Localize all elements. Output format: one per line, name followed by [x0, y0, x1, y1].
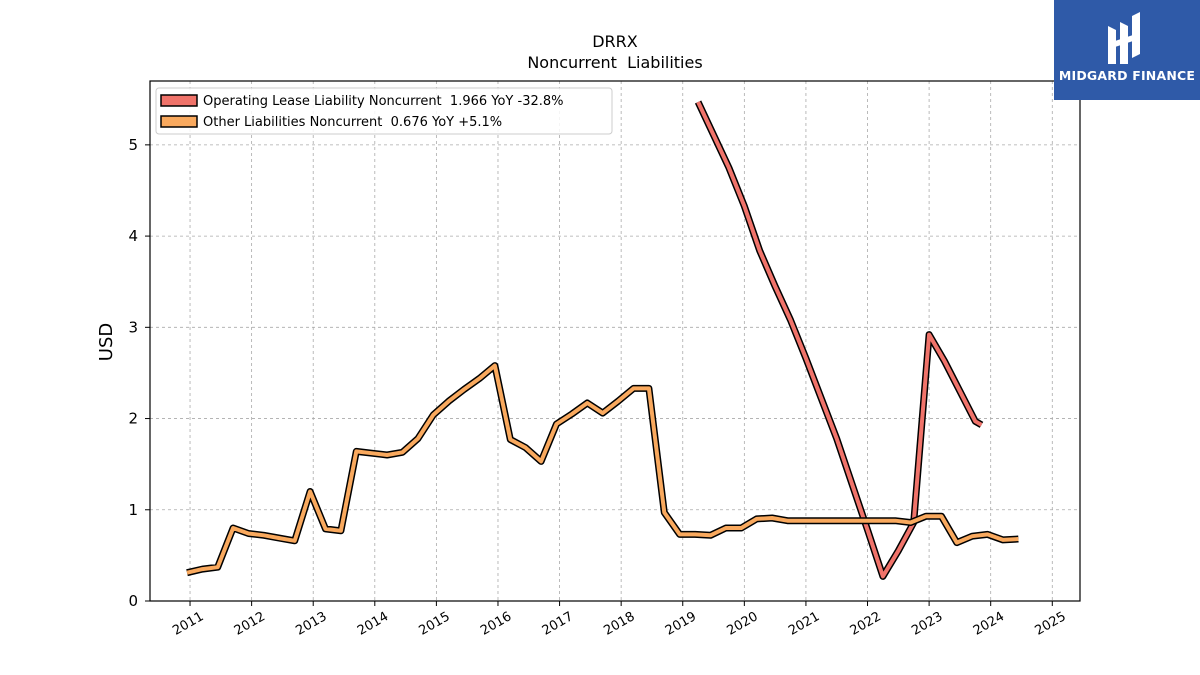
series-line-outline: [694, 100, 984, 580]
x-axis: 2011 2012 2013 2014 2015 2016 2017 2018 2019 2020…: [170, 601, 1069, 639]
plot-frame: [149, 80, 1081, 602]
legend-entry: Operating Lease Liability Noncurrent 1.9…: [203, 94, 564, 109]
x-tick-label: 2022: [848, 609, 884, 639]
legend-swatch: [160, 115, 198, 128]
legend-box: [155, 87, 613, 135]
x-tick-label: 2012: [232, 609, 268, 639]
x-tick-label: 2019: [663, 609, 699, 639]
y-axis-label: USD: [96, 323, 117, 361]
y-tick-label: 2: [128, 410, 138, 428]
grid-lines: [150, 81, 1080, 602]
x-tick-label: 2021: [786, 609, 822, 639]
series-line-other-liabilities: [186, 363, 1019, 575]
x-tick-label: 2011: [170, 609, 206, 639]
x-tick-label: 2016: [478, 609, 514, 639]
x-tick-label: 2025: [1032, 609, 1068, 639]
y-axis: 0 1 2 3 4 5: [128, 136, 150, 610]
brand-name: MIDGARD FINANCE: [1058, 68, 1196, 83]
x-tick-label: 2018: [601, 609, 637, 639]
series-layer: [186, 100, 1019, 580]
midgard-logo-icon: [1108, 12, 1140, 64]
series-line-outline: [186, 362, 1019, 577]
y-tick-label: 3: [128, 318, 138, 336]
y-tick-label: 0: [128, 592, 138, 610]
y-tick-label: 5: [128, 136, 138, 154]
y-tick-label: 1: [128, 501, 138, 519]
x-tick-label: 2024: [971, 609, 1007, 639]
x-tick-label: 2020: [725, 609, 761, 639]
brand-logo: MIDGARD FINANCE: [1054, 0, 1200, 100]
x-tick-label: 2013: [293, 609, 329, 639]
chart-title: DRRX: [592, 32, 638, 51]
legend: Operating Lease Liability Noncurrent 1.9…: [155, 87, 613, 135]
x-tick-label: 2023: [909, 609, 945, 639]
y-tick-label: 4: [128, 227, 138, 245]
legend-swatch: [160, 94, 198, 107]
x-tick-label: 2015: [417, 609, 453, 639]
series-line-operating-lease: [696, 101, 983, 579]
chart-subtitle: Noncurrent Liabilities: [527, 53, 702, 72]
legend-entry: Other Liabilities Noncurrent 0.676 YoY +…: [203, 115, 502, 130]
x-tick-label: 2014: [355, 609, 391, 639]
x-tick-label: 2017: [540, 609, 576, 639]
